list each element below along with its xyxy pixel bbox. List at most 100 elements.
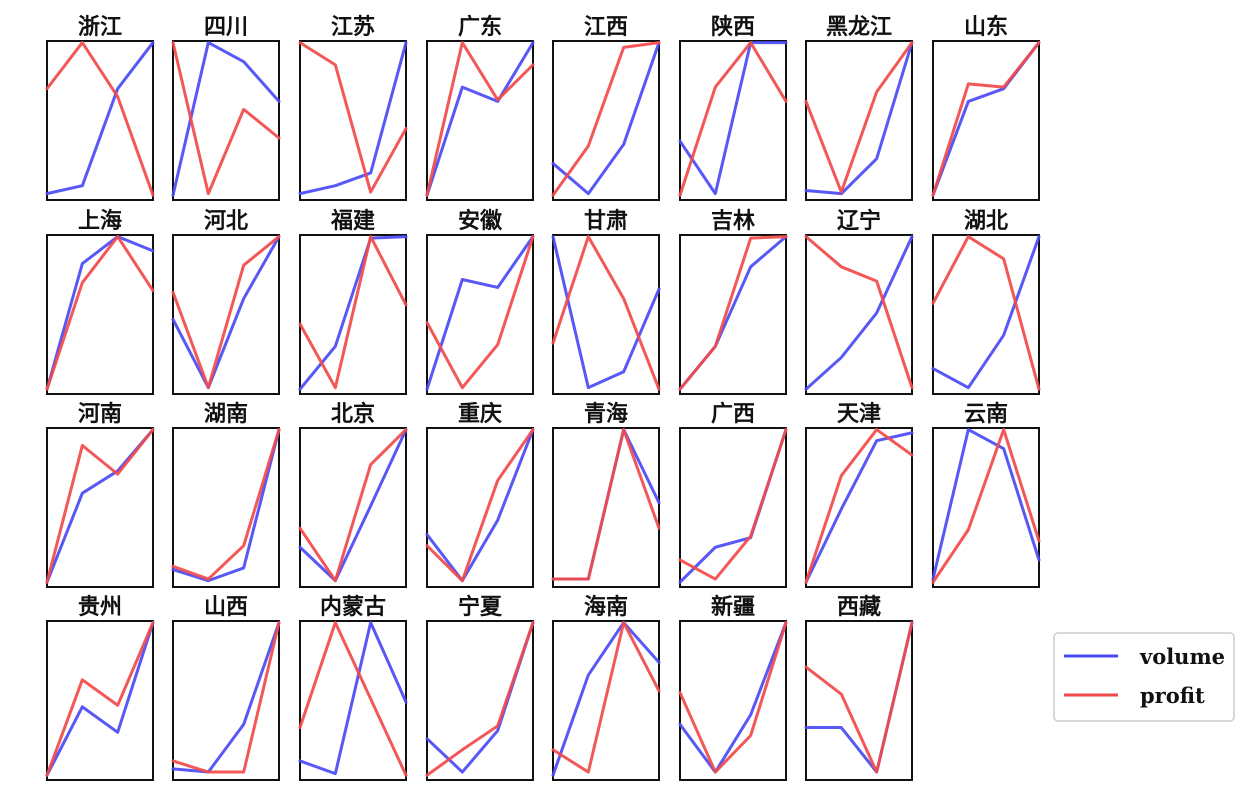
panel-frame bbox=[172, 234, 280, 395]
panel-title: 海南 bbox=[584, 594, 628, 620]
chart-legend: volume profit bbox=[1053, 632, 1235, 722]
panel: 安徽 bbox=[425, 208, 535, 395]
panel-frame bbox=[552, 234, 660, 395]
profit-line bbox=[425, 428, 535, 583]
profit-line bbox=[171, 621, 281, 774]
panel: 湖南 bbox=[171, 401, 281, 588]
panel: 北京 bbox=[298, 401, 408, 588]
profit-line bbox=[298, 41, 408, 194]
volume-line bbox=[171, 621, 281, 774]
panel: 云南 bbox=[931, 401, 1041, 588]
profit-line bbox=[931, 428, 1041, 584]
panel-title: 贵州 bbox=[78, 594, 122, 620]
panel-frame bbox=[172, 620, 280, 781]
panel-frame bbox=[805, 620, 913, 781]
panel: 广东 bbox=[425, 14, 535, 201]
profit-line bbox=[171, 428, 281, 581]
panel-title: 四川 bbox=[204, 14, 248, 40]
panel-frame bbox=[552, 40, 660, 201]
panel-title: 青海 bbox=[584, 401, 628, 427]
profit-line bbox=[804, 235, 914, 390]
profit-line bbox=[45, 41, 155, 197]
panel-frame bbox=[932, 234, 1040, 395]
panel-frame bbox=[679, 620, 787, 781]
panel-frame bbox=[426, 620, 534, 781]
profit-line bbox=[678, 428, 788, 581]
panel-title: 湖南 bbox=[204, 401, 248, 427]
panel: 新疆 bbox=[678, 594, 788, 781]
volume-line bbox=[298, 621, 408, 776]
panel-title: 辽宁 bbox=[837, 208, 881, 234]
panel-title: 福建 bbox=[330, 208, 375, 234]
volume-line bbox=[425, 428, 535, 583]
panel: 海南 bbox=[551, 594, 661, 781]
panel-title: 湖北 bbox=[964, 208, 1008, 234]
legend-volume-label: volume bbox=[1139, 644, 1225, 669]
profit-line bbox=[45, 428, 155, 584]
panel: 江西 bbox=[551, 14, 661, 201]
profit-line bbox=[298, 621, 408, 777]
panel-title: 江苏 bbox=[331, 14, 375, 40]
volume-line bbox=[551, 235, 661, 390]
volume-line bbox=[298, 428, 408, 583]
volume-line bbox=[425, 235, 535, 391]
panel: 内蒙古 bbox=[298, 594, 408, 781]
panel-title: 浙江 bbox=[78, 14, 122, 40]
panel-title: 北京 bbox=[331, 401, 375, 427]
profit-line bbox=[678, 235, 788, 391]
panel: 四川 bbox=[171, 14, 281, 201]
panel-title: 上海 bbox=[78, 208, 122, 234]
panel: 江苏 bbox=[298, 14, 408, 201]
profit-line bbox=[931, 41, 1041, 197]
volume-line bbox=[425, 41, 535, 197]
panel: 重庆 bbox=[425, 401, 535, 588]
panel-title: 新疆 bbox=[711, 594, 755, 620]
panel: 河南 bbox=[45, 401, 155, 588]
profit-line bbox=[425, 235, 535, 390]
panel: 广西 bbox=[678, 401, 788, 588]
profit-line bbox=[171, 41, 281, 196]
volume-line bbox=[804, 41, 914, 196]
panel-title: 甘肃 bbox=[584, 208, 628, 234]
panel: 青海 bbox=[551, 401, 661, 588]
panel-title: 河北 bbox=[204, 208, 248, 234]
profit-line bbox=[45, 235, 155, 391]
profit-line bbox=[551, 621, 661, 774]
panel-title: 山东 bbox=[964, 14, 1008, 40]
panel-title: 宁夏 bbox=[458, 594, 503, 620]
volume-line bbox=[931, 235, 1041, 390]
volume-line bbox=[45, 621, 155, 777]
panel-title: 陕西 bbox=[711, 14, 755, 40]
profit-line bbox=[45, 621, 155, 777]
panel: 山东 bbox=[931, 14, 1041, 201]
panel-frame bbox=[805, 234, 913, 395]
panel-title: 山西 bbox=[204, 594, 248, 620]
panel-title: 云南 bbox=[964, 401, 1008, 427]
panel-title: 江西 bbox=[584, 14, 628, 40]
panel-title: 天津 bbox=[837, 401, 881, 427]
profit-line bbox=[425, 41, 535, 197]
panel-frame bbox=[46, 620, 154, 781]
profit-line bbox=[551, 235, 661, 391]
panel-title: 重庆 bbox=[458, 401, 502, 427]
profit-line bbox=[804, 41, 914, 194]
profit-line bbox=[298, 235, 408, 390]
profit-line bbox=[678, 41, 788, 197]
panel: 陕西 bbox=[678, 14, 788, 201]
panel-frame bbox=[299, 427, 407, 588]
panel: 西藏 bbox=[804, 594, 914, 781]
panel-title: 广东 bbox=[458, 14, 502, 40]
panel-title: 吉林 bbox=[711, 208, 755, 234]
panel-title: 广西 bbox=[711, 401, 755, 427]
volume-line bbox=[678, 621, 788, 774]
volume-line bbox=[804, 235, 914, 391]
volume-line bbox=[931, 428, 1041, 581]
panel: 甘肃 bbox=[551, 208, 661, 395]
profit-line bbox=[804, 621, 914, 774]
panel: 宁夏 bbox=[425, 594, 535, 781]
profit-line bbox=[551, 428, 661, 581]
panel: 湖北 bbox=[931, 208, 1041, 395]
panel: 上海 bbox=[45, 208, 155, 395]
